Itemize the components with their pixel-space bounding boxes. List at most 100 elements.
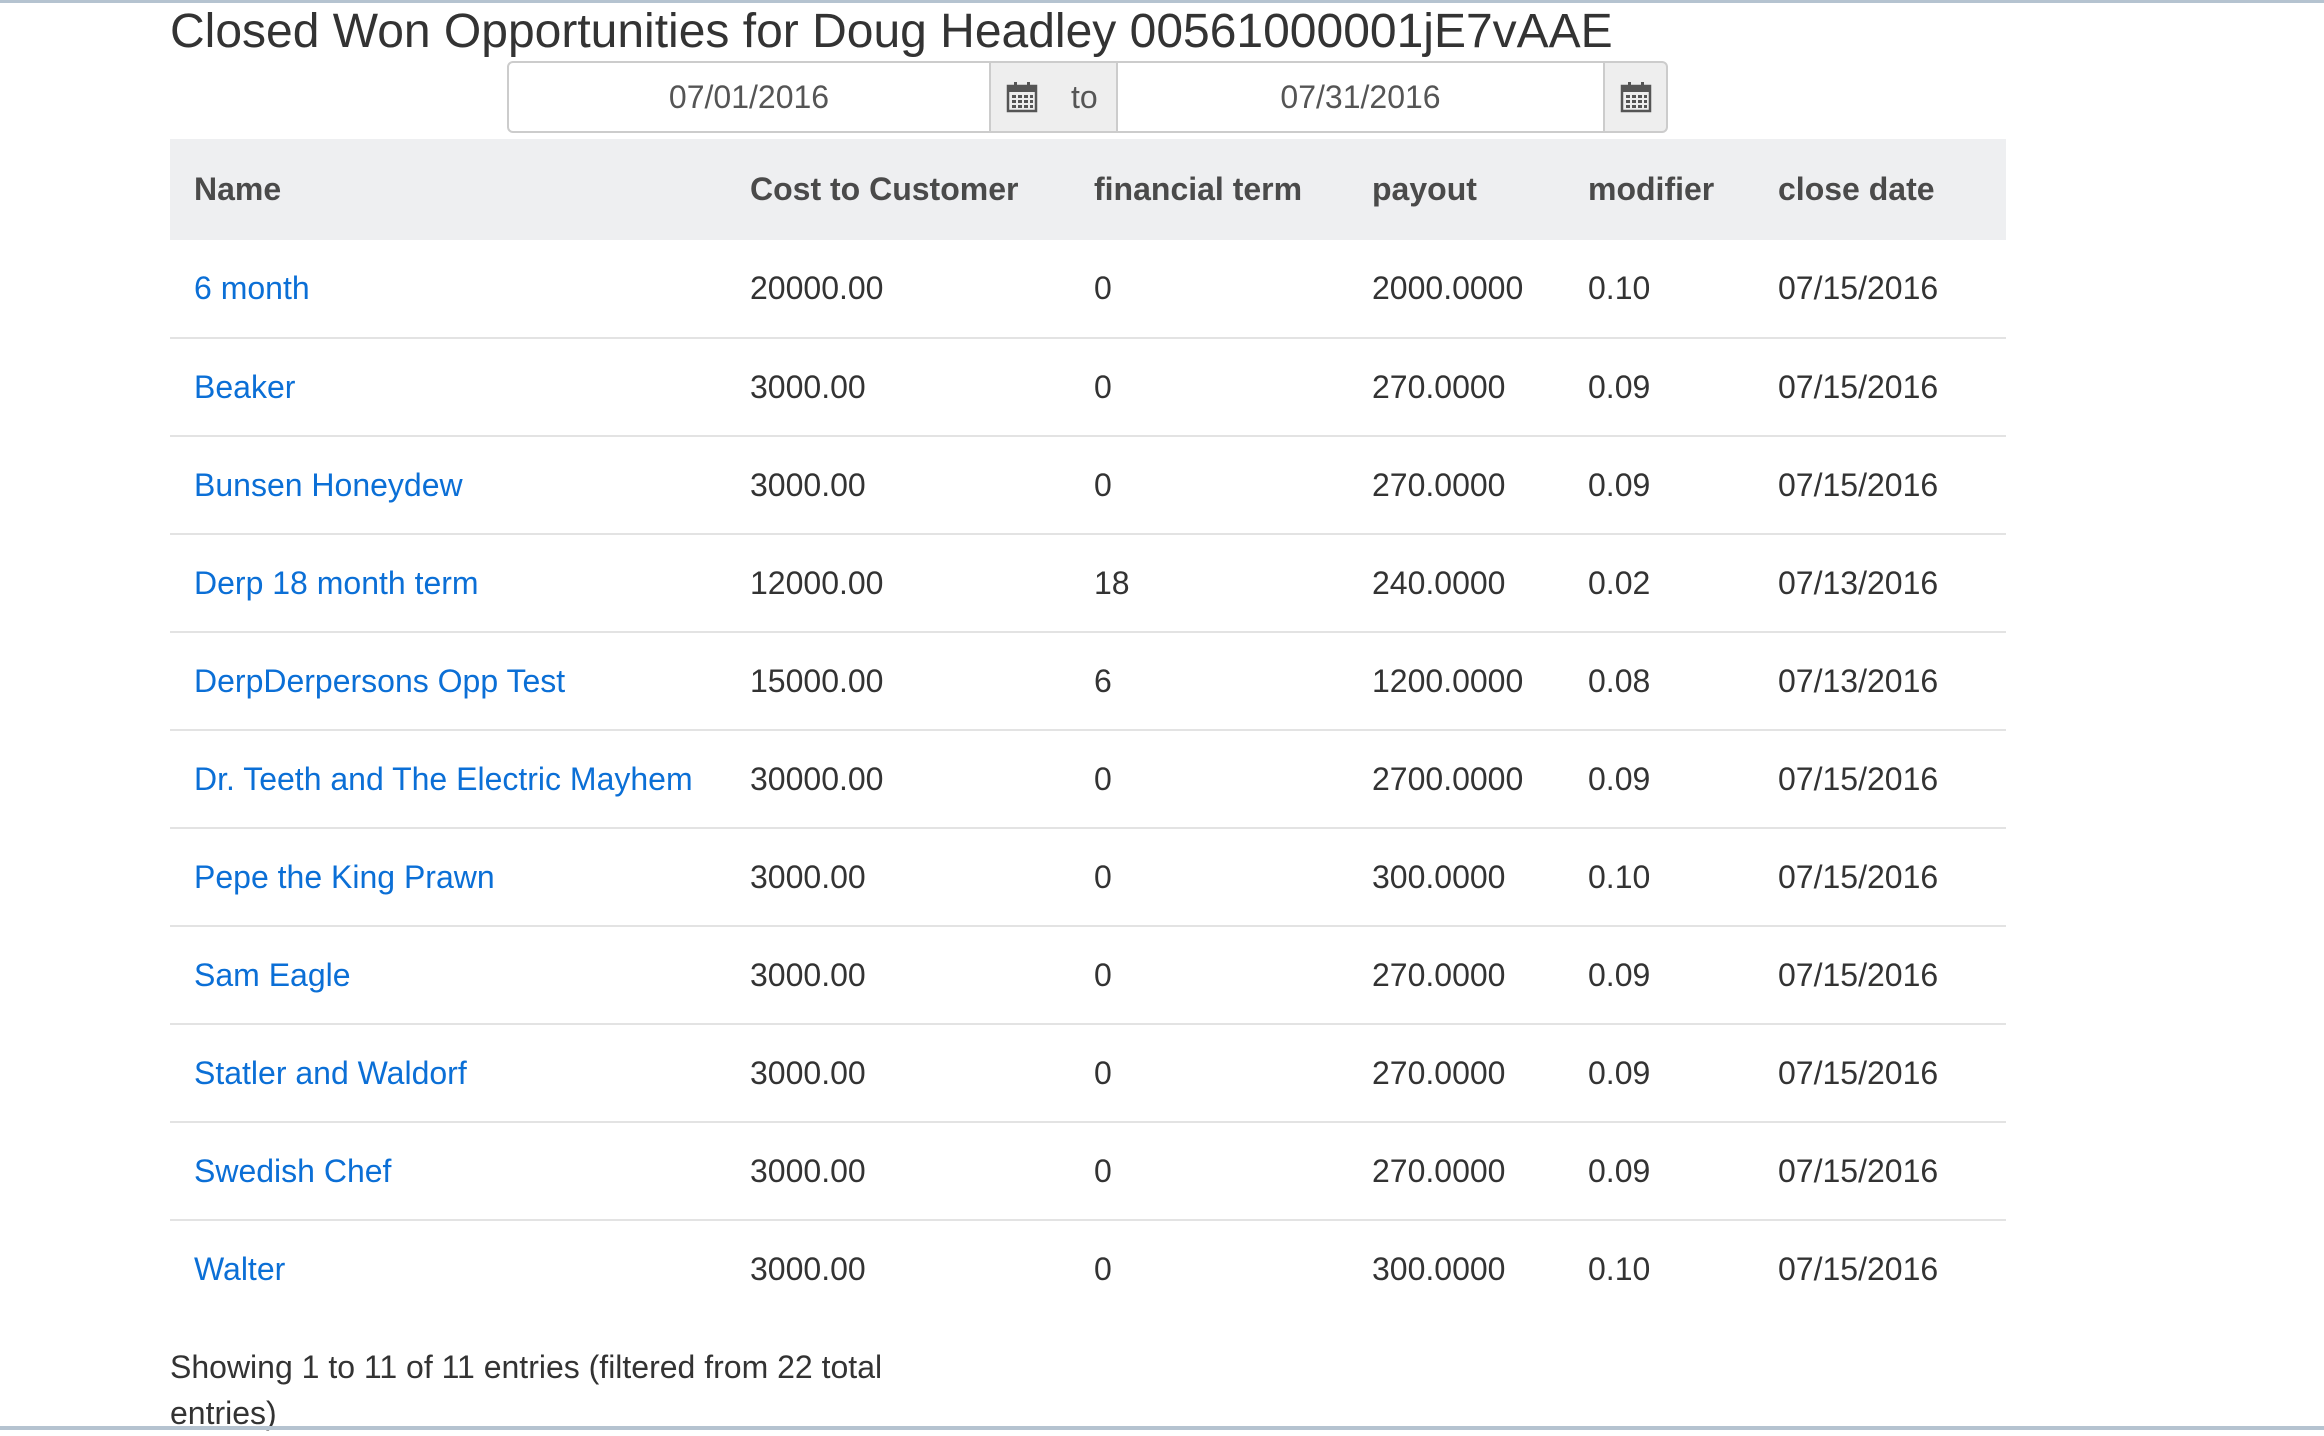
modifier-cell: 0.02 [1564, 533, 1754, 632]
opportunity-link[interactable]: Pepe the King Prawn [194, 858, 495, 895]
payout-cell: 270.0000 [1348, 1023, 1564, 1122]
cost-cell: 3000.00 [726, 925, 1070, 1024]
modifier-cell: 0.09 [1564, 729, 1754, 828]
close-date-cell: 07/13/2016 [1754, 533, 2006, 632]
table-info: Showing 1 to 11 of 11 entries (filtered … [170, 1349, 883, 1431]
modifier-cell: 0.10 [1564, 827, 1754, 926]
payout-cell: 270.0000 [1348, 435, 1564, 534]
opportunity-link[interactable]: Sam Eagle [194, 956, 351, 993]
name-cell: Derp 18 month term [170, 533, 726, 632]
name-cell: Swedish Chef [170, 1121, 726, 1220]
name-cell: Beaker [170, 337, 726, 436]
term-cell: 0 [1070, 729, 1348, 828]
table-row: Walter 3000.00 0 300.0000 0.10 07/15/201… [170, 1219, 2006, 1318]
column-header-name[interactable]: Name [194, 171, 282, 207]
start-date-addon: to [991, 61, 1118, 133]
payout-cell: 2000.0000 [1372, 270, 1524, 306]
name-cell: 6 month [170, 240, 726, 338]
top-border [0, 0, 2324, 3]
close-date-cell: 07/13/2016 [1754, 631, 2006, 730]
term-cell: 0 [1070, 1023, 1348, 1122]
payout-cell: 300.0000 [1348, 827, 1564, 926]
cost-cell: 12000.00 [726, 533, 1070, 632]
name-cell: Pepe the King Prawn [170, 827, 726, 926]
bottom-border [0, 1426, 2324, 1430]
opportunity-link[interactable]: 6 month [194, 270, 310, 306]
cost-cell: 3000.00 [726, 827, 1070, 926]
column-header-close-date[interactable]: close date [1778, 171, 1935, 207]
payout-cell: 270.0000 [1348, 925, 1564, 1024]
page-title: Closed Won Opportunities for Doug Headle… [170, 5, 1613, 58]
close-date-cell: 07/15/2016 [1754, 1219, 2006, 1318]
close-date-cell: 07/15/2016 [1754, 827, 2006, 926]
term-cell: 6 [1070, 631, 1348, 730]
cost-cell: 3000.00 [726, 435, 1070, 534]
name-cell: Bunsen Honeydew [170, 435, 726, 534]
opportunity-link[interactable]: Derp 18 month term [194, 564, 479, 601]
payout-cell: 270.0000 [1348, 337, 1564, 436]
term-cell: 0 [1070, 827, 1348, 926]
end-date-input[interactable] [1118, 61, 1605, 133]
column-header-modifier[interactable]: modifier [1588, 171, 1715, 207]
table-row: Dr. Teeth and The Electric Mayhem 30000.… [170, 729, 2006, 828]
modifier-cell: 0.09 [1564, 337, 1754, 436]
close-date-cell: 07/15/2016 [1778, 270, 1939, 306]
table-row: Swedish Chef 3000.00 0 270.0000 0.09 07/… [170, 1121, 2006, 1220]
opportunity-link[interactable]: Beaker [194, 368, 296, 405]
table-row: Bunsen Honeydew 3000.00 0 270.0000 0.09 … [170, 435, 2006, 534]
modifier-cell: 0.10 [1564, 1219, 1754, 1318]
opportunity-link[interactable]: DerpDerpersons Opp Test [194, 662, 566, 699]
table-row: 6 month 20000.00 0 2000.0000 0.10 07/15/… [170, 240, 2006, 338]
term-cell: 0 [1094, 270, 1112, 306]
end-date-addon [1605, 61, 1668, 133]
modifier-cell: 0.09 [1564, 925, 1754, 1024]
name-cell: DerpDerpersons Opp Test [170, 631, 726, 730]
modifier-cell: 0.08 [1564, 631, 1754, 730]
opportunity-link[interactable]: Dr. Teeth and The Electric Mayhem [194, 760, 693, 797]
table-row: DerpDerpersons Opp Test 15000.00 6 1200.… [170, 631, 2006, 730]
table-row: Statler and Waldorf 3000.00 0 270.0000 0… [170, 1023, 2006, 1122]
close-date-cell: 07/15/2016 [1754, 1023, 2006, 1122]
payout-cell: 240.0000 [1348, 533, 1564, 632]
cost-cell: 3000.00 [726, 1023, 1070, 1122]
opportunity-link[interactable]: Walter [194, 1251, 286, 1287]
payout-cell: 2700.0000 [1348, 729, 1564, 828]
close-date-cell: 07/15/2016 [1754, 1121, 2006, 1220]
column-header-cost[interactable]: Cost to Customer [750, 171, 1019, 207]
modifier-cell: 0.09 [1564, 1121, 1754, 1220]
opportunities-table: Name Cost to Customer financial term pay… [170, 139, 2006, 1318]
term-cell: 18 [1070, 533, 1348, 632]
opportunity-link[interactable]: Statler and Waldorf [194, 1054, 467, 1091]
modifier-cell: 0.09 [1564, 1023, 1754, 1122]
calendar-icon[interactable] [1005, 80, 1039, 114]
payout-cell: 300.0000 [1348, 1219, 1564, 1318]
table-row: Beaker 3000.00 0 270.0000 0.09 07/15/201… [170, 337, 2006, 436]
payout-cell: 1200.0000 [1348, 631, 1564, 730]
cost-cell: 20000.00 [750, 270, 884, 306]
term-cell: 0 [1070, 925, 1348, 1024]
start-date-input[interactable] [507, 61, 991, 133]
name-cell: Sam Eagle [170, 925, 726, 1024]
table-row: Derp 18 month term 12000.00 18 240.0000 … [170, 533, 2006, 632]
close-date-cell: 07/15/2016 [1754, 435, 2006, 534]
term-cell: 0 [1070, 337, 1348, 436]
table-row: Pepe the King Prawn 3000.00 0 300.0000 0… [170, 827, 2006, 926]
column-header-payout[interactable]: payout [1372, 171, 1477, 207]
close-date-cell: 07/15/2016 [1754, 729, 2006, 828]
table-row: Sam Eagle 3000.00 0 270.0000 0.09 07/15/… [170, 925, 2006, 1024]
cost-cell: 3000.00 [726, 337, 1070, 436]
column-header-financial-term[interactable]: financial term [1094, 171, 1303, 207]
term-cell: 0 [1070, 435, 1348, 534]
name-cell: Statler and Waldorf [170, 1023, 726, 1122]
opportunity-link[interactable]: Swedish Chef [194, 1152, 392, 1189]
date-range-picker: to [507, 61, 1668, 133]
modifier-cell: 0.10 [1588, 270, 1651, 306]
cost-cell: 3000.00 [726, 1121, 1070, 1220]
name-cell: Dr. Teeth and The Electric Mayhem [170, 729, 726, 828]
modifier-cell: 0.09 [1564, 435, 1754, 534]
calendar-icon[interactable] [1619, 80, 1653, 114]
term-cell: 0 [1070, 1219, 1348, 1318]
opportunity-link[interactable]: Bunsen Honeydew [194, 466, 463, 503]
cost-cell: 30000.00 [726, 729, 1070, 828]
cost-cell: 3000.00 [726, 1219, 1070, 1318]
